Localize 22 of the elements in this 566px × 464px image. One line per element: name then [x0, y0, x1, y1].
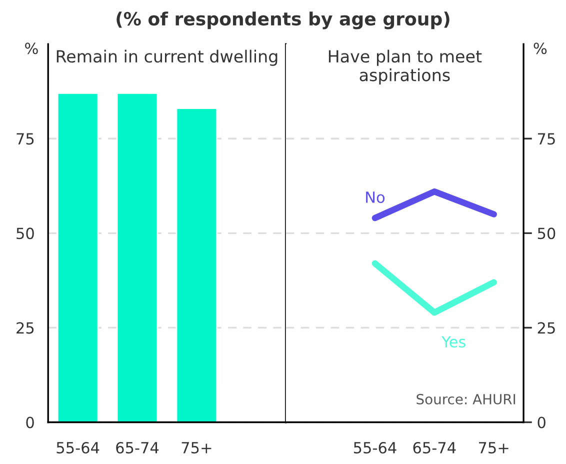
chart-title: Remain in current dwelling	[56, 50, 278, 66]
series-label: No	[366, 192, 385, 204]
annotation: Source: AHURI	[416, 394, 516, 404]
x-tick-label: 75+	[182, 442, 212, 454]
y-tick-label: 25	[16, 322, 34, 334]
y-tick-label: 75	[16, 133, 34, 145]
x-tick-label: 65-74	[116, 442, 159, 454]
text: Have plan to meet aspirations	[328, 50, 482, 85]
series-label: Yes	[441, 336, 466, 348]
y-tick-label: 50	[538, 228, 556, 240]
y-tick-label: 25	[538, 322, 555, 334]
y-tick-label: 0	[26, 416, 34, 428]
x-tick-label: 55-64	[56, 442, 100, 454]
x-tick-label: 75+	[478, 442, 508, 454]
y-tick-label: 50	[16, 228, 34, 240]
y-tick-label: 0	[538, 416, 546, 428]
chart-subtitle: (% of respondents by age group)	[116, 12, 450, 30]
y-tick-label: 75	[538, 133, 555, 145]
x-tick-label: 55-64	[354, 442, 396, 454]
x-tick-label: 65-74	[413, 442, 456, 454]
y-axis-title: %	[534, 42, 547, 54]
y-axis-title: %	[25, 42, 38, 54]
